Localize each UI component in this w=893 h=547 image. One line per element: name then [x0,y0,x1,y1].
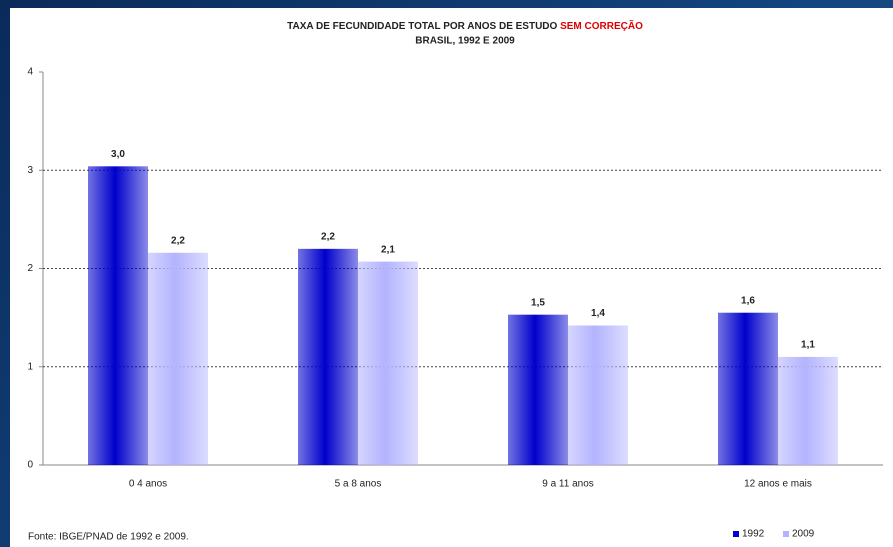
value-label: 2,1 [381,244,395,255]
bar [88,166,148,465]
legend-swatch [733,531,739,537]
bar [508,314,568,465]
x-tick-label: 5 a 8 anos [335,479,382,490]
chart-title: TAXA DE FECUNDIDADE TOTAL POR ANOS DE ES… [287,19,643,32]
bar [148,252,208,465]
bar [778,356,838,465]
y-tick-label: 4 [27,67,33,78]
legend-label: 2009 [792,529,815,540]
value-label: 1,1 [801,340,815,351]
value-label: 3,0 [111,149,125,160]
value-label: 1,5 [531,297,545,308]
legend-swatch [783,531,789,537]
value-label: 2,2 [321,231,335,242]
y-tick-label: 3 [27,165,33,176]
bar [568,325,628,465]
chart-subtitle: BRASIL, 1992 E 2009 [415,36,515,47]
value-label: 1,4 [591,308,605,319]
title-part: TAXA DE FECUNDIDADE TOTAL POR ANOS DE ES… [287,21,557,32]
source-note: Fonte: IBGE/PNAD de 1992 e 2009. [28,532,189,543]
y-tick-label: 2 [27,263,33,274]
value-label: 1,6 [741,295,755,306]
title-part: SEM CORREÇÃO [560,19,643,32]
legend-label: 1992 [742,529,765,540]
value-label: 2,2 [171,235,185,246]
x-tick-label: 9 a 11 anos [542,479,594,490]
bar [298,248,358,465]
x-tick-label: 0 4 anos [129,479,167,490]
bar [718,312,778,465]
y-tick-label: 1 [27,361,33,372]
x-tick-label: 12 anos e mais [744,479,812,490]
bar [358,261,418,465]
y-tick-label: 0 [27,460,33,471]
